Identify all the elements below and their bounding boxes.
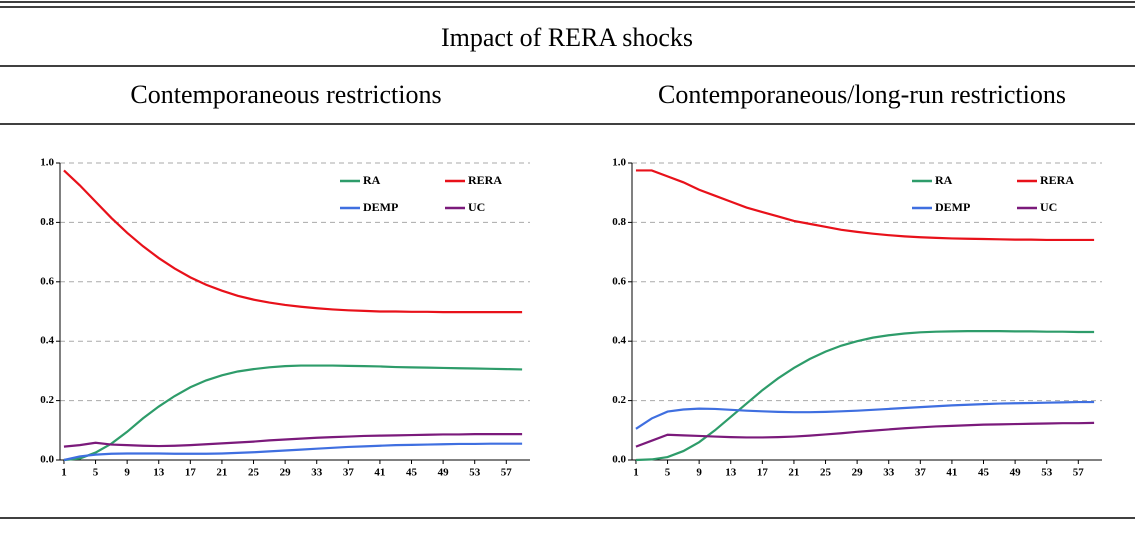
- x-tick-label: 17: [757, 467, 769, 479]
- x-tick-label: 41: [374, 467, 385, 479]
- y-tick-label: 0.0: [40, 454, 54, 466]
- y-tick-label: 0.8: [40, 216, 54, 228]
- line-series: [635, 400, 1095, 430]
- x-tick-label: 9: [696, 467, 702, 479]
- legend-label: RA: [363, 173, 381, 187]
- y-tick-label: 0.6: [612, 275, 626, 287]
- x-tick-label: 57: [501, 467, 513, 479]
- y-tick-label: 0.8: [612, 216, 626, 228]
- legend-label: UC: [468, 200, 485, 214]
- panel-title: Contemporaneous/long-run restrictions: [658, 80, 1066, 109]
- legend-label: RERA: [1040, 173, 1074, 187]
- legend-label: DEMP: [363, 200, 398, 214]
- x-tick-label: 41: [946, 467, 957, 479]
- panel-title: Contemporaneous restrictions: [130, 80, 441, 109]
- x-tick-label: 37: [343, 467, 355, 479]
- x-tick-label: 1: [61, 467, 67, 479]
- line-series: [63, 169, 523, 314]
- x-tick-label: 25: [248, 467, 260, 479]
- y-tick-label: 0.4: [612, 335, 626, 347]
- x-tick-label: 49: [1010, 467, 1022, 479]
- line-series: [63, 364, 523, 462]
- x-tick-label: 45: [406, 467, 418, 479]
- x-tick-label: 49: [438, 467, 450, 479]
- x-tick-label: 25: [820, 467, 832, 479]
- x-tick-label: 33: [311, 467, 323, 479]
- line-series: [635, 421, 1095, 448]
- x-tick-label: 45: [978, 467, 990, 479]
- x-tick-label: 53: [469, 467, 481, 479]
- legend-label: RERA: [468, 173, 502, 187]
- x-tick-label: 1: [633, 467, 639, 479]
- x-tick-label: 13: [725, 467, 737, 479]
- x-tick-label: 9: [124, 467, 130, 479]
- line-series: [635, 330, 1095, 462]
- x-tick-label: 21: [788, 467, 799, 479]
- x-tick-label: 17: [185, 467, 197, 479]
- y-tick-label: 0.4: [40, 335, 54, 347]
- x-tick-label: 21: [216, 467, 227, 479]
- y-tick-label: 1.0: [612, 157, 626, 169]
- x-tick-label: 29: [280, 467, 292, 479]
- y-tick-label: 1.0: [40, 157, 54, 169]
- x-tick-label: 5: [665, 467, 671, 479]
- figure-title: Impact of RERA shocks: [441, 23, 693, 52]
- legend-label: DEMP: [935, 200, 970, 214]
- x-tick-label: 13: [153, 467, 165, 479]
- y-tick-label: 0.0: [612, 454, 626, 466]
- x-tick-label: 5: [93, 467, 99, 479]
- legend-label: RA: [935, 173, 953, 187]
- line-series: [635, 169, 1095, 242]
- y-tick-label: 0.2: [612, 394, 626, 406]
- x-tick-label: 57: [1073, 467, 1085, 479]
- x-tick-label: 29: [852, 467, 864, 479]
- y-tick-label: 0.6: [40, 275, 54, 287]
- line-series: [63, 433, 523, 448]
- line-series: [63, 442, 523, 462]
- y-tick-label: 0.2: [40, 394, 54, 406]
- x-tick-label: 37: [915, 467, 927, 479]
- legend-label: UC: [1040, 200, 1057, 214]
- x-tick-label: 53: [1041, 467, 1053, 479]
- x-tick-label: 33: [883, 467, 895, 479]
